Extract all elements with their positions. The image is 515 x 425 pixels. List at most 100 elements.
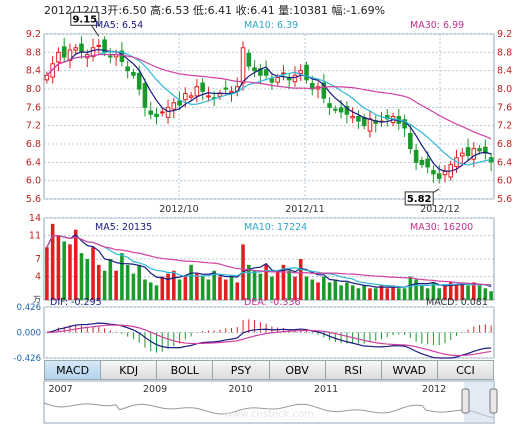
change-value: -1.69% [346,4,386,17]
volume-bar [408,276,413,300]
change-label: 幅: [331,4,347,17]
price-tick-label-left: 7.2 [26,121,41,132]
candle-body [327,103,332,108]
volume-bar [448,282,453,300]
volume-bar [391,285,395,300]
volume-ma30-line [46,234,492,286]
candle-body [148,110,154,115]
volume-bar [154,285,159,300]
candle-body [483,146,488,154]
volume-bar [102,270,107,300]
price-tick-label-right: 7.2 [497,121,512,132]
candle-body [67,49,73,62]
macd-value-label: MACD: 0.081 [426,297,488,308]
candle-body [136,72,142,90]
volume-ma5-label: MA5: 20135 [95,222,153,233]
macd-tick-label: 0.426 [17,303,41,313]
candle-body [90,47,96,57]
volume-bar [350,285,355,300]
volume-bar [114,270,118,300]
price-tick-label-left: 6.0 [26,176,41,187]
price-tick-label-right: 9.2 [497,29,512,40]
tab-rsi[interactable]: RSI [325,360,382,380]
price-panel-frame [43,33,495,200]
tab-kdj[interactable]: KDJ [101,360,158,380]
price-tick-label-right: 7.6 [497,102,512,113]
high-marker-value: 9.15 [72,14,97,25]
candle-body [286,77,292,81]
price-ma30-line [46,53,492,140]
volume-bar [235,282,240,300]
volume-bar [206,279,211,300]
candle-body [188,95,194,98]
candle-body [217,93,223,97]
volume-bar [466,285,470,300]
tab-boll[interactable]: BOLL [157,360,214,380]
volume-bar [137,264,141,300]
volume-bar [362,285,366,300]
range-handle-right[interactable] [489,388,498,414]
volume-bar [373,288,378,300]
overview-frame[interactable] [43,380,495,424]
volume-bar [425,288,430,300]
volume-bar [85,259,90,300]
candle-body [240,47,246,84]
range-handle-left[interactable] [461,388,470,414]
volume-bar [195,273,199,300]
candle-body [413,149,419,163]
volume-bar [270,276,274,300]
price-tick-label-left: 6.8 [26,139,41,150]
overview-year-label: 2009 [143,384,167,395]
tab-cci[interactable]: CCI [437,360,494,380]
volume-bar [275,270,280,300]
candle-body [344,105,350,115]
volume-value: 10381 [293,4,328,17]
candle-body [442,171,448,176]
volume-bar [264,264,268,300]
volume-bar [56,235,61,300]
price-tick-label-right: 6.4 [497,157,512,168]
candle-body [229,90,234,94]
volume-bar [120,253,124,300]
volume-bar [333,279,338,300]
candle-body [408,132,413,150]
candle-body [79,43,84,53]
macd-dif-label: DIF: -0.295 [50,297,102,308]
volume-bar [327,282,332,300]
candle-body [96,44,102,47]
tab-wvad[interactable]: WVAD [381,360,438,380]
volume-bar [189,264,193,300]
candle-body [183,93,188,101]
candle-body [263,69,269,76]
volume-bar [200,276,205,300]
tab-obv[interactable]: OBV [269,360,326,380]
candle-body [431,170,436,175]
price-tick-label-left: 8.0 [26,84,41,95]
tab-psy[interactable]: PSY [213,360,270,380]
macd-dea-label: DEA: -0.336 [244,297,301,308]
volume-bar [68,244,72,300]
candle-body [309,83,315,90]
price-tick-label-left: 5.6 [26,194,41,205]
volume-bar [50,223,55,300]
candle-body [223,87,229,90]
volume-bar [258,273,263,300]
overview-year-label: 2007 [49,384,73,395]
tab-macd[interactable]: MACD [44,360,102,380]
price-ma10-label: MA10: 6.39 [244,20,299,31]
volume-bar [45,247,49,300]
volume-bar [108,259,113,300]
candle-body [436,173,442,179]
volume-unit-label: 万 [33,295,41,304]
indicator-tabs: MACD KDJ BOLL PSY OBV RSI WVAD CCI [44,360,494,380]
volume-tick-label: 7 [35,254,41,265]
volume-bar [368,288,372,300]
volume-bar [125,264,130,300]
close-value: 6.41 [250,4,275,17]
candle-body [194,86,200,97]
volume-bar [339,285,343,300]
price-ma30-label: MA30: 6.99 [410,20,465,31]
candle-body [159,111,165,114]
volume-tick-label: 11 [29,231,41,242]
